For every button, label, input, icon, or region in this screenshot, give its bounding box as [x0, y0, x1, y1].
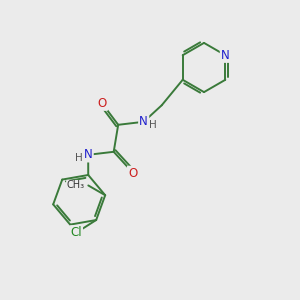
Text: H: H [75, 153, 83, 164]
Text: Cl: Cl [70, 226, 82, 239]
Text: CH₃: CH₃ [67, 181, 85, 190]
Text: N: N [139, 115, 148, 128]
Text: H: H [149, 120, 157, 130]
Text: O: O [128, 167, 137, 180]
Text: O: O [98, 97, 107, 110]
Text: N: N [221, 49, 230, 62]
Text: N: N [84, 148, 93, 161]
